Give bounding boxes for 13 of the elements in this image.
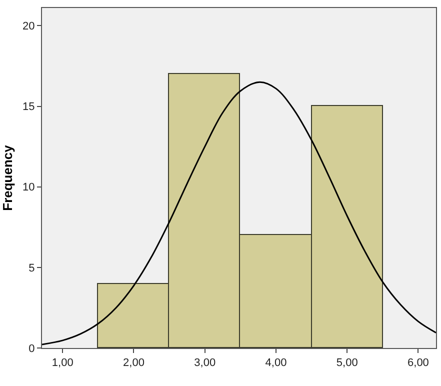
x-tick-label: 4,00 — [265, 357, 287, 370]
y-tick-label: 15 — [22, 101, 35, 114]
y-axis-title: Frequency — [0, 144, 15, 211]
x-tick-label: 6,00 — [408, 357, 429, 370]
y-tick-label: 5 — [28, 262, 35, 274]
x-tick-label: 1,00 — [52, 357, 74, 370]
x-tick-label: 2,00 — [123, 357, 144, 370]
line-series — [42, 81, 436, 346]
y-tick-label: 20 — [22, 20, 35, 33]
x-tick-label: 3,00 — [194, 357, 216, 370]
y-tick-label: 10 — [22, 182, 35, 194]
x-tick-label: 5,00 — [336, 357, 358, 370]
y-tick-label: 0 — [28, 342, 35, 355]
